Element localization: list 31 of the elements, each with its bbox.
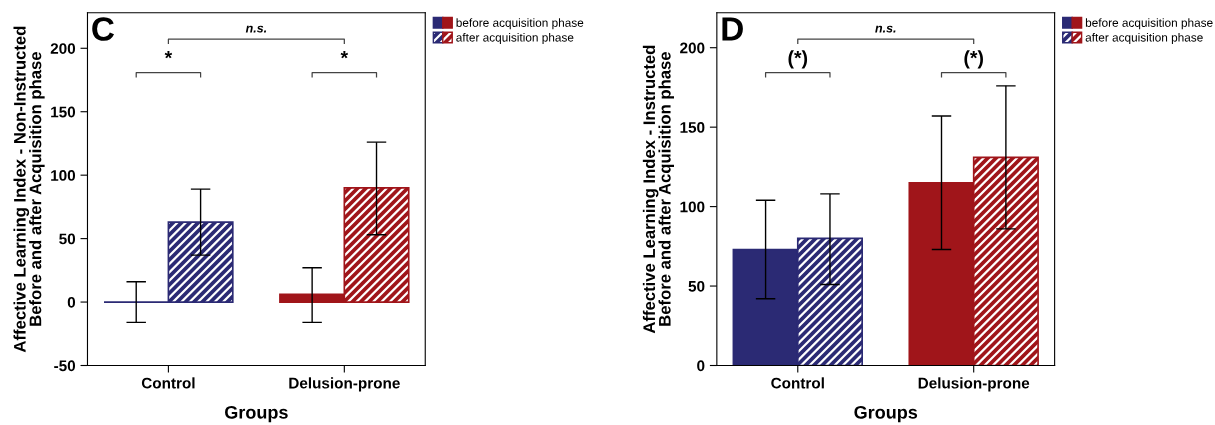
y-tick-label: 0 [697,360,705,372]
y-axis-title: Affective Learning Index - Instructed Before and after Acquisition phase [642,45,674,334]
legend-label: after acquisition phase [456,32,574,44]
annotation: (*) [788,50,808,69]
y-tick-label: 100 [680,201,705,213]
y-tick-label: 100 [51,170,76,181]
y-axis-title: Affective Learning Index - Non-Instructed Before and after Acquisition phase [13,26,45,353]
annotation: * [164,51,173,59]
annotation: n.s. [875,25,896,33]
annotation: * [340,51,349,59]
legend-label: before acquisition phase [456,18,584,30]
y-tick-label: 200 [50,43,76,54]
x-tick-label: Delusion-prone [918,377,1030,392]
x-tick-label: Control [771,377,824,389]
y-tick-label: -50 [54,360,76,372]
y-tick-label: 50 [688,280,705,292]
legend-label: after acquisition phase [1085,32,1203,44]
x-tick-label: Control [141,377,195,389]
annotation: (*) [964,50,983,69]
x-axis-title: Groups [854,405,918,423]
x-tick-label: Delusion-prone [289,377,400,392]
chart-title: D [722,17,743,41]
legend-label: before acquisition phase [1085,18,1213,30]
chart-title: C [92,17,115,41]
y-tick-label: 150 [51,106,76,118]
y-tick-label: 0 [67,296,76,308]
x-axis-title: Groups [225,405,288,423]
annotation: n.s. [245,25,267,33]
y-tick-label: 50 [59,233,76,245]
y-tick-label: 150 [680,122,705,133]
y-tick-label: 200 [680,42,705,54]
